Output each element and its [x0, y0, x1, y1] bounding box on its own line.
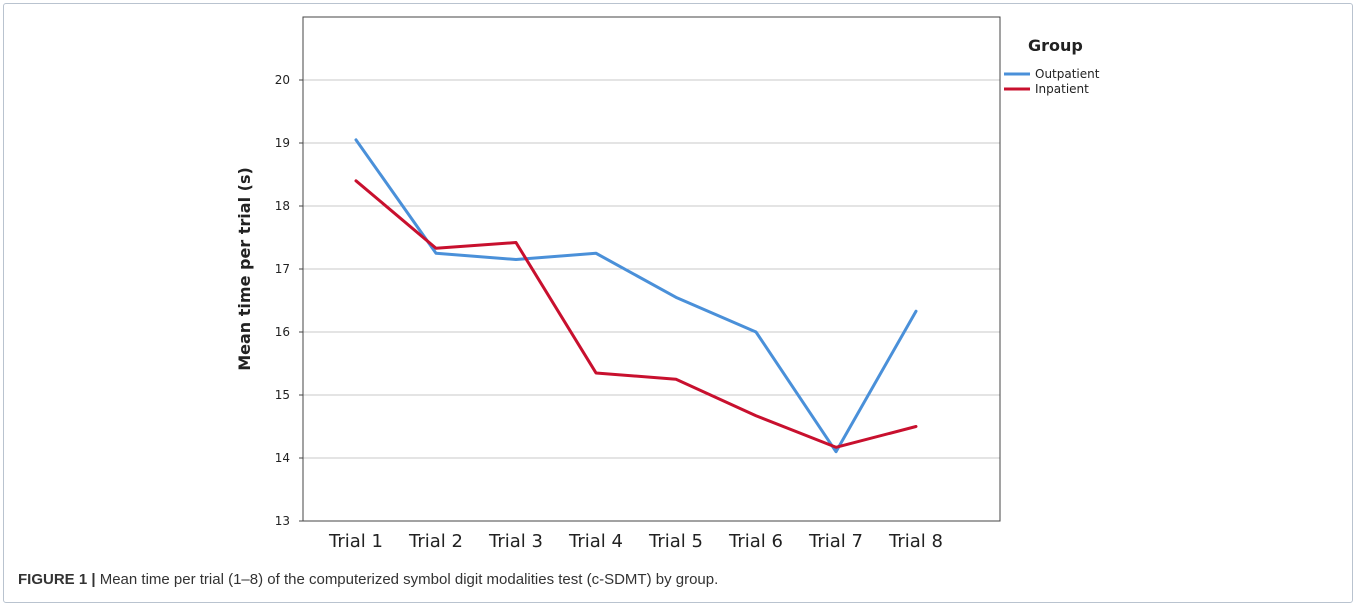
series-line-outpatient [354, 138, 918, 454]
legend-label-outpatient: Outpatient [1035, 67, 1100, 81]
data-point-inpatient [354, 179, 358, 182]
data-point-outpatient [514, 258, 518, 261]
data-point-inpatient [514, 241, 518, 244]
x-axis-ticks: Trial 1 Trial 2 Trial 3 Trial 4 Trial 5 Trial… [328, 531, 943, 552]
series-line-inpatient [354, 179, 918, 449]
data-point-inpatient [434, 247, 438, 250]
caption-label: FIGURE 1 | [18, 571, 96, 588]
x-tick-label: Trial 6 [728, 531, 783, 552]
data-point-inpatient [834, 446, 838, 449]
gridlines [303, 79, 1000, 459]
x-tick-label: Trial 2 [408, 531, 463, 552]
x-tick-label: Trial 1 [328, 531, 383, 552]
y-tick-label: 17 [275, 262, 290, 276]
data-point-outpatient [834, 450, 838, 453]
figure-frame [3, 3, 1353, 603]
y-tick-label: 19 [275, 136, 290, 150]
y-tick-label: 18 [275, 199, 290, 213]
data-point-inpatient [594, 371, 598, 375]
series-lines [354, 138, 918, 454]
data-point-inpatient [754, 414, 758, 417]
y-tick-label: 14 [275, 451, 290, 465]
figure-caption: FIGURE 1 | Mean time per trial (1–8) of … [18, 571, 718, 588]
x-tick-label: Trial 5 [648, 531, 703, 552]
data-point-outpatient [674, 296, 678, 299]
data-point-outpatient [914, 310, 918, 313]
y-axis-ticks: 13 14 15 16 17 18 19 20 [275, 73, 303, 528]
data-point-outpatient [354, 138, 358, 142]
data-point-outpatient [754, 330, 758, 334]
legend-title: Group [1028, 36, 1083, 55]
y-axis-label: Mean time per trial (s) [235, 167, 254, 371]
x-tick-label: Trial 4 [568, 531, 623, 552]
data-point-inpatient [674, 378, 678, 381]
y-tick-label: 15 [275, 388, 290, 402]
caption-text: Mean time per trial (1–8) of the compute… [95, 571, 719, 588]
data-point-outpatient [434, 252, 438, 255]
x-tick-label: Trial 8 [888, 531, 943, 552]
x-tick-label: Trial 7 [808, 531, 863, 552]
y-tick-label: 13 [275, 514, 290, 528]
y-tick-label: 20 [275, 73, 290, 87]
x-tick-label: Trial 3 [488, 531, 543, 552]
data-point-inpatient [914, 425, 918, 428]
y-tick-label: 16 [275, 325, 290, 339]
data-point-outpatient [594, 252, 598, 255]
legend-label-inpatient: Inpatient [1035, 82, 1089, 96]
